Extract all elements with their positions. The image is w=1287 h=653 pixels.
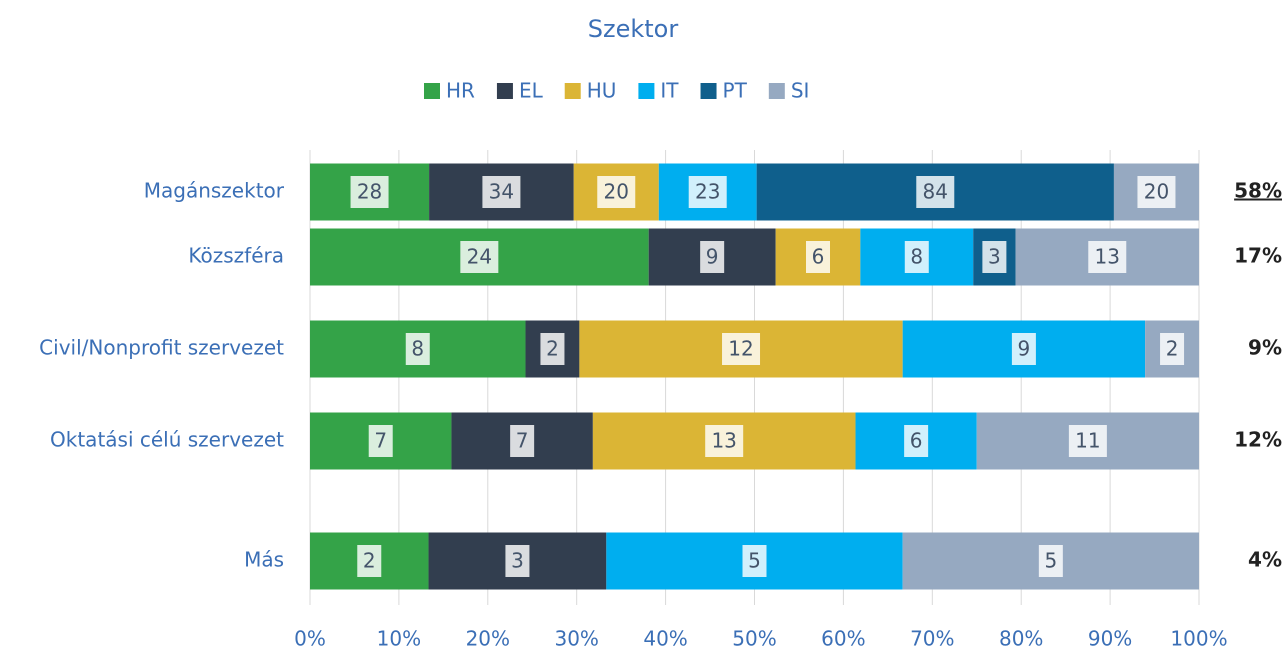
legend-swatch	[564, 83, 581, 99]
x-tick-label: 80%	[999, 627, 1043, 651]
value-label-box	[597, 176, 636, 208]
value-label: 20	[604, 180, 629, 204]
legend-label: HR	[446, 79, 475, 103]
value-label-box	[405, 333, 430, 365]
x-tick-label: 30%	[554, 627, 598, 651]
value-label: 9	[1018, 337, 1031, 361]
value-label: 5	[748, 549, 761, 573]
value-label: 34	[489, 180, 514, 204]
x-tick-label: 90%	[1088, 627, 1132, 651]
value-label: 2	[363, 549, 376, 573]
share-label: 12%	[1234, 428, 1282, 452]
value-label-box	[1068, 425, 1107, 457]
x-tick-label: 70%	[910, 627, 954, 651]
value-label: 3	[511, 549, 524, 573]
value-label-box	[357, 545, 382, 577]
legend-swatch	[496, 83, 513, 99]
share-label: 17%	[1234, 244, 1282, 268]
legend-swatch	[700, 83, 717, 99]
value-label-box	[1088, 241, 1127, 273]
value-label-box	[705, 425, 744, 457]
category-label: Közszféra	[188, 244, 284, 268]
value-label-box	[722, 333, 761, 365]
value-label: 5	[1044, 549, 1057, 573]
value-label: 3	[988, 245, 1001, 269]
share-label: 9%	[1248, 336, 1282, 360]
value-label-box	[510, 425, 535, 457]
value-label-box	[368, 425, 393, 457]
x-tick-label: 20%	[466, 627, 510, 651]
value-label: 28	[357, 180, 382, 204]
value-label: 13	[711, 429, 736, 453]
value-label-box	[1160, 333, 1185, 365]
legend-label: EL	[519, 79, 544, 103]
x-tick-label: 0%	[294, 627, 326, 651]
value-label-box	[460, 241, 499, 273]
share-label: 4%	[1248, 548, 1282, 572]
value-label: 11	[1075, 429, 1100, 453]
value-label: 7	[374, 429, 387, 453]
value-label-box	[350, 176, 389, 208]
x-tick-label: 100%	[1170, 627, 1227, 651]
value-label-box	[916, 176, 955, 208]
x-tick-label: 10%	[377, 627, 421, 651]
value-label: 2	[1166, 337, 1179, 361]
value-label: 20	[1144, 180, 1169, 204]
value-label: 8	[910, 245, 923, 269]
legend-label: SI	[791, 79, 810, 103]
value-label-box	[1038, 545, 1063, 577]
category-label: Más	[244, 548, 284, 572]
category-label: Oktatási célú szervezet	[50, 428, 284, 452]
share-label: 58%	[1234, 179, 1282, 203]
value-label: 7	[516, 429, 529, 453]
value-label-box	[1137, 176, 1176, 208]
value-label-box	[904, 425, 929, 457]
value-label: 8	[411, 337, 424, 361]
value-label: 84	[923, 180, 948, 204]
value-label-box	[982, 241, 1007, 273]
value-label-box	[700, 241, 725, 273]
value-label: 24	[467, 245, 492, 269]
legend-swatch	[768, 83, 785, 99]
value-label: 6	[910, 429, 923, 453]
category-label: Civil/Nonprofit szervezet	[39, 336, 284, 360]
x-tick-label: 50%	[732, 627, 776, 651]
value-label-box	[1011, 333, 1036, 365]
value-label-box	[904, 241, 929, 273]
value-label: 2	[546, 337, 559, 361]
legend-swatch	[424, 83, 440, 99]
value-label: 6	[812, 245, 825, 269]
value-label: 9	[706, 245, 719, 269]
value-label-box	[482, 176, 521, 208]
legend-label: HU	[587, 79, 617, 103]
x-tick-label: 40%	[643, 627, 687, 651]
legend-swatch	[638, 83, 655, 99]
chart-title: Szektor	[588, 15, 679, 43]
category-label: Magánszektor	[144, 179, 285, 203]
value-label: 23	[695, 180, 720, 204]
value-label-box	[806, 241, 830, 273]
value-label-box	[742, 545, 767, 577]
x-tick-label: 60%	[821, 627, 865, 651]
value-label-box	[540, 333, 565, 365]
legend-label: PT	[723, 79, 748, 103]
value-label: 12	[728, 337, 753, 361]
value-label-box	[505, 545, 530, 577]
value-label: 13	[1095, 245, 1120, 269]
value-label-box	[688, 176, 727, 208]
legend-label: IT	[660, 79, 679, 103]
